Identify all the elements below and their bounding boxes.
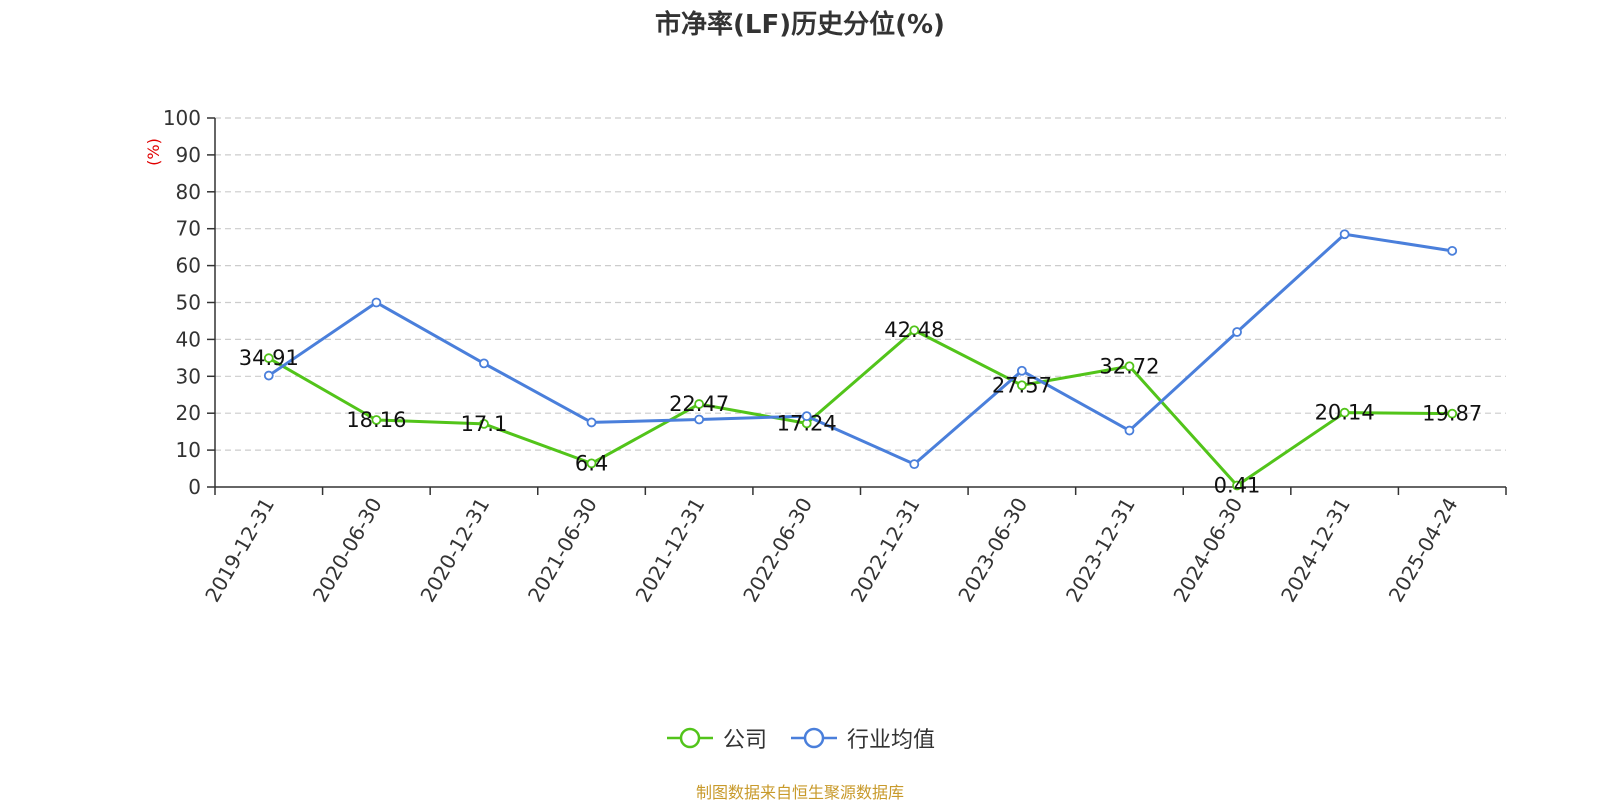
data-point <box>909 459 920 470</box>
x-tick-label: 2020-12-31 <box>415 494 494 607</box>
data-label: 32.72 <box>1099 354 1159 378</box>
data-labels: 34.91 18.16 17.1 6.4 22.47 17.24 42.48 27.57 32.… <box>239 318 1483 497</box>
legend-marker-icon <box>666 727 713 749</box>
y-tick-label: 10 <box>176 438 201 462</box>
data-point <box>1016 365 1027 376</box>
x-tick-label: 2024-12-31 <box>1276 494 1355 607</box>
data-point <box>586 417 597 428</box>
y-tick-label: 60 <box>176 254 201 278</box>
data-point <box>479 358 489 369</box>
x-tick-label: 2021-12-31 <box>631 494 710 607</box>
y-tick-labels: 0 10 20 30 40 50 60 70 80 90 100 <box>163 106 201 499</box>
data-point <box>1447 408 1458 419</box>
data-point <box>1016 380 1027 391</box>
data-point <box>694 414 705 425</box>
chart-title: 市净率(LF)历史分位(%) <box>655 10 945 40</box>
data-point <box>1232 480 1242 491</box>
data-label: 19.87 <box>1422 402 1482 426</box>
data-point <box>586 458 597 469</box>
source-note: 制图数据来自恒生聚源数据库 <box>695 783 904 802</box>
y-tick-label: 20 <box>176 401 201 425</box>
x-tick-label: 2023-12-31 <box>1061 494 1140 607</box>
axes <box>207 117 1507 495</box>
data-point <box>1339 407 1350 418</box>
y-tick-label: 40 <box>176 327 201 351</box>
data-label: 6.4 <box>575 451 608 475</box>
data-point <box>1339 229 1350 240</box>
y-tick-label: 50 <box>176 291 201 315</box>
legend-label: 公司 <box>722 728 767 753</box>
data-point <box>909 325 920 336</box>
data-label: 42.48 <box>884 318 944 342</box>
y-tick-label: 0 <box>188 475 201 499</box>
legend-label: 行业均值 <box>847 728 936 753</box>
legend-item[interactable]: 行业均值 <box>789 722 935 754</box>
data-point <box>479 419 489 429</box>
y-axis-label: (%) <box>144 138 163 166</box>
series-line <box>267 232 1453 466</box>
y-tick-label: 80 <box>176 180 201 204</box>
x-tick-label: 2019-12-31 <box>200 494 279 607</box>
data-point <box>1124 361 1135 372</box>
x-tick-label: 2025-04-24 <box>1384 494 1463 607</box>
data-label: 18.16 <box>346 408 406 432</box>
series-lines <box>263 229 1458 491</box>
data-label: 17.24 <box>777 411 837 435</box>
data-point <box>371 297 382 308</box>
data-point <box>263 370 274 381</box>
data-point <box>1447 245 1458 256</box>
x-tick-label: 2022-12-31 <box>846 494 925 607</box>
series-line <box>268 328 1453 487</box>
legend: 公司 行业均值 <box>0 722 1600 754</box>
data-label: 27.57 <box>992 373 1052 397</box>
legend-marker-icon <box>791 727 837 749</box>
y-tick-label: 100 <box>163 106 201 130</box>
x-tick-label: 2022-06-30 <box>738 494 817 607</box>
y-tick-label: 70 <box>176 217 201 241</box>
data-point <box>694 399 705 409</box>
data-point <box>1124 425 1135 436</box>
data-label: 22.47 <box>669 392 729 416</box>
data-label: 20.14 <box>1315 401 1375 425</box>
y-tick-label: 90 <box>176 143 201 167</box>
x-tick-label: 2021-06-30 <box>523 494 602 607</box>
x-tick-labels: 2019-12-31 2020-06-30 2020-12-31 2021-06-30… <box>200 494 1462 607</box>
data-point <box>263 353 274 364</box>
x-tick-label: 2020-06-30 <box>308 494 387 607</box>
data-label: 17.1 <box>461 412 508 436</box>
data-point <box>801 411 812 422</box>
x-tick-label: 2024-06-30 <box>1168 494 1247 607</box>
data-label: 34.91 <box>239 346 299 370</box>
data-label: 0.41 <box>1214 473 1261 497</box>
x-tick-label: 2023-06-30 <box>953 494 1032 607</box>
grid-lines <box>215 117 1506 451</box>
y-tick-label: 30 <box>176 364 201 388</box>
legend-item[interactable]: 公司 <box>665 722 767 754</box>
data-point <box>371 415 382 425</box>
data-point <box>1232 327 1242 337</box>
